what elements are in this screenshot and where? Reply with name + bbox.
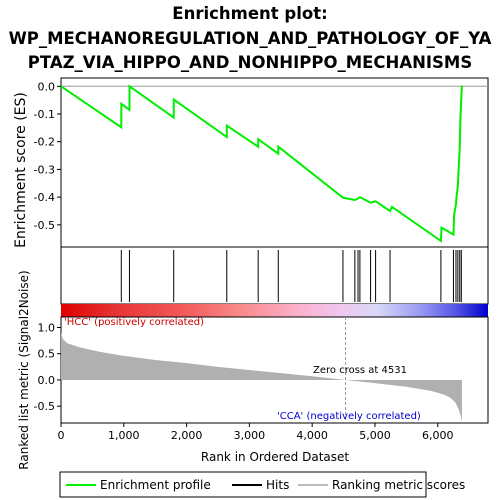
chart-title-line-3: PTAZ_VIA_HIPPO_AND_NONHIPPO_MECHANISMS	[27, 53, 473, 72]
es-panel-frame	[60, 77, 489, 248]
negative-correlation-label: 'CCA' (negatively correlated)	[277, 411, 421, 422]
ranking-metric-area	[61, 332, 462, 422]
positive-correlation-label: 'HCC' (positively correlated)	[64, 317, 204, 328]
x-tick-label: 3,000	[234, 429, 266, 442]
hits-panel-frame	[60, 246, 489, 305]
legend-metric-label: Ranking metric scores	[332, 478, 465, 492]
es-y-tick-label: -0.1	[34, 108, 55, 121]
x-tick-label: 0	[58, 429, 65, 442]
metric-y-tick-label: -0.5	[34, 400, 55, 413]
x-tick-label: 2,000	[171, 429, 203, 442]
es-y-tick-label: -0.2	[34, 136, 55, 149]
x-tick-label: 6,000	[422, 429, 454, 442]
x-tick-label: 4,000	[296, 429, 328, 442]
x-tick-label: 1,000	[108, 429, 140, 442]
metric-y-axis-label: Ranked list metric (Signal2Noise)	[17, 270, 31, 469]
es-y-tick-label: -0.4	[34, 191, 55, 204]
x-tick-label: 5,000	[359, 429, 391, 442]
es-y-axis-label: Enrichment score (ES)	[13, 92, 29, 248]
es-y-tick-label: -0.3	[34, 163, 55, 176]
metric-y-tick-label: 1.0	[38, 321, 56, 334]
chart-title-line-1: Enrichment plot:	[172, 4, 328, 23]
zero-cross-label: Zero cross at 4531	[313, 365, 407, 376]
x-axis-label: Rank in Ordered Dataset	[201, 450, 349, 464]
es-y-tick-label: 0.0	[38, 80, 56, 93]
legend-enrichment-label: Enrichment profile	[100, 478, 211, 492]
metric-y-tick-label: 0.0	[38, 374, 56, 387]
metric-y-tick-label: 0.5	[38, 348, 56, 361]
chart-title-line-2: WP_MECHANOREGULATION_AND_PATHOLOGY_OF_YA	[8, 29, 492, 48]
rank-color-bar	[61, 304, 488, 317]
es-y-tick-label: -0.5	[34, 219, 55, 232]
enrichment-profile-line	[60, 84, 463, 243]
legend-hits-label: Hits	[266, 478, 289, 492]
